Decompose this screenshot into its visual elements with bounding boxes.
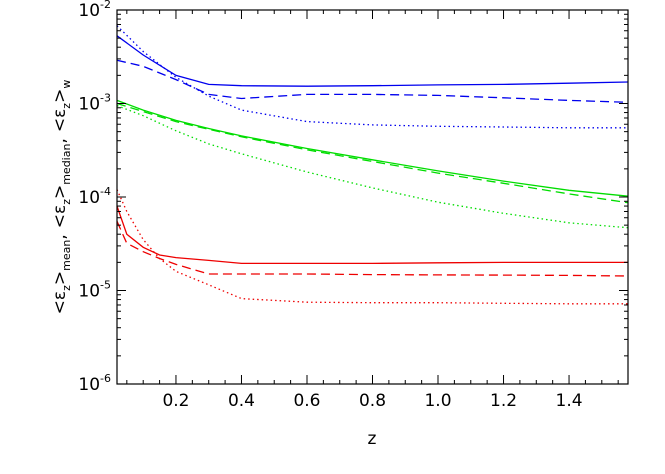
x-tick-label-3: 0.8 (359, 391, 386, 411)
y-axis-title: <εz>mean,<εz>median,<εz>w (50, 80, 73, 315)
y-tick-label-1: 10-5 (78, 279, 111, 302)
series-line-4 (116, 102, 629, 204)
x-tick-label-4: 1.0 (424, 391, 451, 411)
series-line-8 (116, 189, 628, 305)
tick-layer (117, 9, 628, 385)
x-tick-label-6: 1.4 (556, 391, 583, 411)
y-tick-label-2: 10-4 (78, 185, 111, 208)
plot-frame (116, 9, 629, 385)
series-line-7 (116, 221, 629, 277)
x-tick-label-2: 0.6 (293, 391, 320, 411)
series-line-6 (116, 205, 628, 265)
y-tick-label-3: 10-3 (78, 92, 111, 115)
y-tick-label-0: 10-6 (78, 372, 111, 395)
y-tick-label-4: 10-2 (78, 0, 111, 21)
x-tick-label-0: 0.2 (162, 391, 189, 411)
series-line-2 (116, 25, 628, 129)
x-tick-label-1: 0.4 (228, 391, 255, 411)
series-layer (116, 25, 629, 305)
series-line-0 (116, 35, 629, 87)
series-line-3 (116, 99, 629, 197)
series-line-1 (116, 59, 629, 103)
series-line-5 (116, 104, 629, 229)
x-tick-label-5: 1.2 (490, 391, 517, 411)
x-axis-title: z (368, 429, 377, 449)
label-layer: 0.2 0.4 0.6 0.8 1.0 1.2 1.4 10-6 10-5 10-4 10-3 10-… (78, 0, 582, 411)
